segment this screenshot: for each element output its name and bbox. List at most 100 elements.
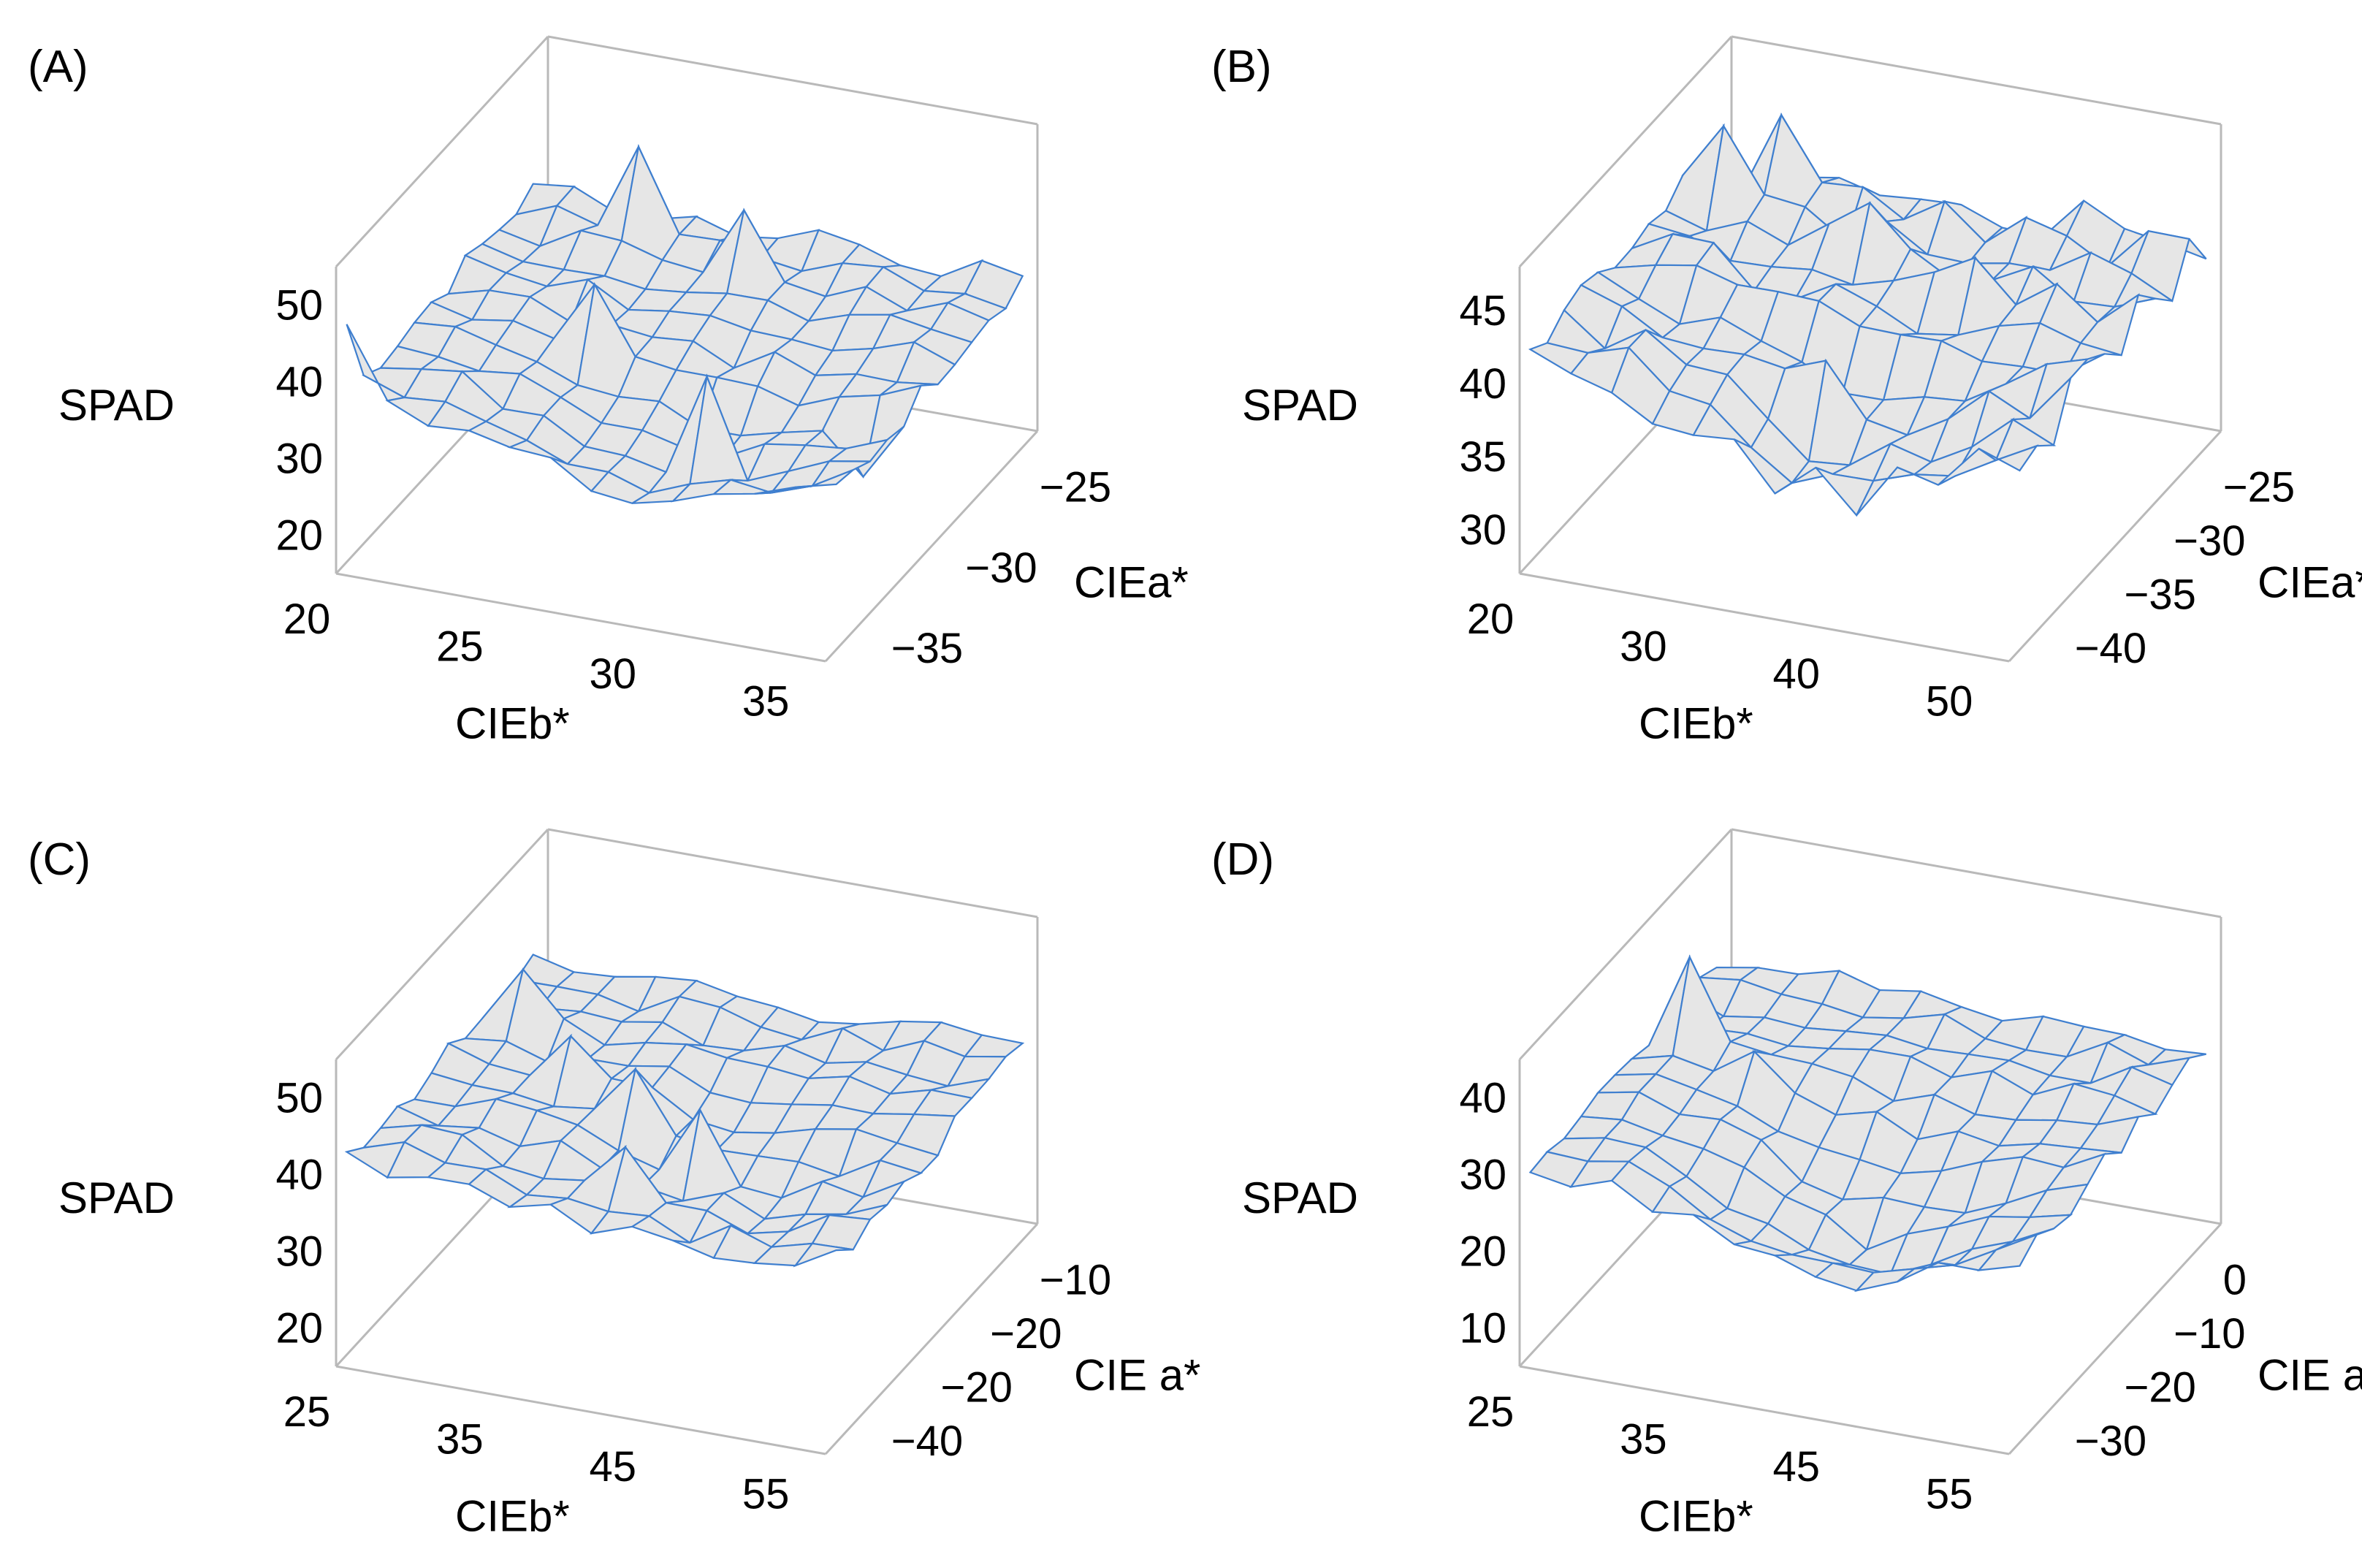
surface-cell xyxy=(414,302,473,327)
surface-cell xyxy=(717,351,775,387)
surface-cell xyxy=(499,205,557,246)
surface-cell xyxy=(1795,1063,1854,1115)
surface-cell xyxy=(462,370,520,409)
surface-cell xyxy=(438,327,496,371)
x-axis-label: CIEb* xyxy=(1639,699,1753,747)
surface-cell xyxy=(1530,343,1588,374)
surface-cell xyxy=(1944,201,2003,243)
y-axis-label: CIE a* xyxy=(1074,1351,1200,1400)
surface-cell xyxy=(571,1036,629,1079)
surface-cell xyxy=(1924,1162,1982,1214)
surface-cell xyxy=(1571,347,1629,393)
surface-cell xyxy=(527,415,585,465)
surface-cell xyxy=(839,1129,897,1176)
surface-cell xyxy=(1927,1014,1986,1054)
surface-cell xyxy=(1795,270,1854,300)
surface-cell xyxy=(495,320,554,362)
surface-cell xyxy=(397,322,456,357)
surface-cell xyxy=(1818,283,1877,327)
surface-cell xyxy=(1761,1131,1819,1182)
surface-mesh xyxy=(344,954,1025,1268)
surface-cell xyxy=(1808,360,1867,465)
surface-cell xyxy=(682,1109,741,1201)
surface-cell xyxy=(750,300,809,340)
surface-cell xyxy=(1710,374,1769,448)
y-tick-label: −30 xyxy=(2174,517,2245,565)
surface-cell xyxy=(445,371,503,422)
surface-cell xyxy=(1876,272,1935,334)
x-axis-label: CIEb* xyxy=(455,699,570,747)
surface-cell xyxy=(563,1011,622,1046)
surface-cell xyxy=(544,397,602,446)
box-edge xyxy=(1731,35,2222,126)
surface-cell xyxy=(618,357,677,402)
surface-cell xyxy=(1639,1073,1697,1115)
surface-cell xyxy=(387,397,446,426)
y-tick-label: −25 xyxy=(2223,464,2295,511)
box-edge xyxy=(2008,1222,2222,1455)
surface-cell xyxy=(873,1089,932,1115)
surface-cell xyxy=(964,260,1023,309)
surface-cell xyxy=(1631,956,1690,1059)
surface-cell xyxy=(795,470,853,487)
surface-cell xyxy=(774,1104,833,1133)
y-tick-label: −35 xyxy=(891,625,963,672)
surface-cell xyxy=(669,292,728,316)
surface-cell xyxy=(890,302,948,330)
z-tick-label: 30 xyxy=(275,435,323,483)
surface-cell xyxy=(1883,1171,1942,1207)
surface-cell xyxy=(676,340,734,378)
surface-cell xyxy=(1890,419,1948,463)
surface-cell xyxy=(1985,1016,2043,1051)
surface-cell xyxy=(486,1165,544,1195)
box-edge xyxy=(335,1365,826,1455)
surface-cell xyxy=(734,330,792,368)
surface-cell xyxy=(693,315,751,368)
x-tick-label: 55 xyxy=(1926,1471,1973,1518)
surface-cell xyxy=(540,205,598,246)
surface-cell xyxy=(1859,1111,1918,1173)
surface-cell xyxy=(700,1109,758,1187)
y-axis-label: CIEa* xyxy=(1074,558,1189,607)
surface-cell-edge xyxy=(793,1242,853,1268)
surface-cell xyxy=(1845,1017,1904,1036)
surface-cell xyxy=(1727,354,1786,419)
surface-cell xyxy=(1598,264,1656,300)
surface-cell xyxy=(1672,956,1731,1071)
surface-cell xyxy=(805,1181,864,1214)
surface-cell xyxy=(914,1089,972,1116)
surface-cell xyxy=(608,1146,666,1217)
surface-cell xyxy=(1563,285,1622,349)
surface-cell xyxy=(846,1181,904,1214)
surface-cell xyxy=(628,1043,687,1067)
surface-cell xyxy=(1862,187,1921,220)
surface-cell xyxy=(1588,1138,1646,1162)
surface-cell xyxy=(690,376,748,484)
surface-cell xyxy=(1631,224,1690,248)
surface-cell xyxy=(380,1106,438,1128)
surface-cell xyxy=(1761,292,1819,362)
surface-cell xyxy=(923,260,982,294)
panel-label: (B) xyxy=(1211,42,1272,92)
surface-cell xyxy=(455,319,514,346)
surface-cell xyxy=(1656,234,1714,266)
surface-cell xyxy=(346,1142,405,1178)
surface-cell xyxy=(1989,1190,2047,1217)
surface-cell xyxy=(489,1040,547,1076)
z-tick-label: 50 xyxy=(275,282,323,330)
y-tick-label: −40 xyxy=(891,1417,963,1465)
z-tick-label: 45 xyxy=(1459,287,1506,335)
surface-cell xyxy=(649,1203,707,1243)
surface-cell xyxy=(404,1124,462,1163)
x-tick-label: 35 xyxy=(1620,1416,1667,1464)
surface-cell xyxy=(761,229,819,272)
surface-cell xyxy=(612,309,670,338)
surface-cell xyxy=(1924,340,1982,401)
surface-cell xyxy=(1547,1138,1605,1162)
surface-cell xyxy=(679,216,737,240)
surface-cell xyxy=(808,286,866,321)
surface-cell xyxy=(1897,467,1956,485)
surface-cell xyxy=(1764,115,1822,208)
surface-cell xyxy=(1812,202,1870,285)
surface-cell xyxy=(1941,326,2000,362)
